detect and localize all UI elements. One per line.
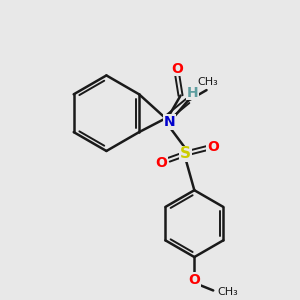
Text: O: O [156,156,167,170]
Text: N: N [164,115,176,129]
Text: O: O [188,273,200,287]
Text: S: S [180,146,191,161]
Text: O: O [171,61,183,76]
Text: CH₃: CH₃ [198,76,218,87]
Text: H: H [187,86,199,100]
Text: CH₃: CH₃ [217,287,238,297]
Text: O: O [207,140,219,154]
